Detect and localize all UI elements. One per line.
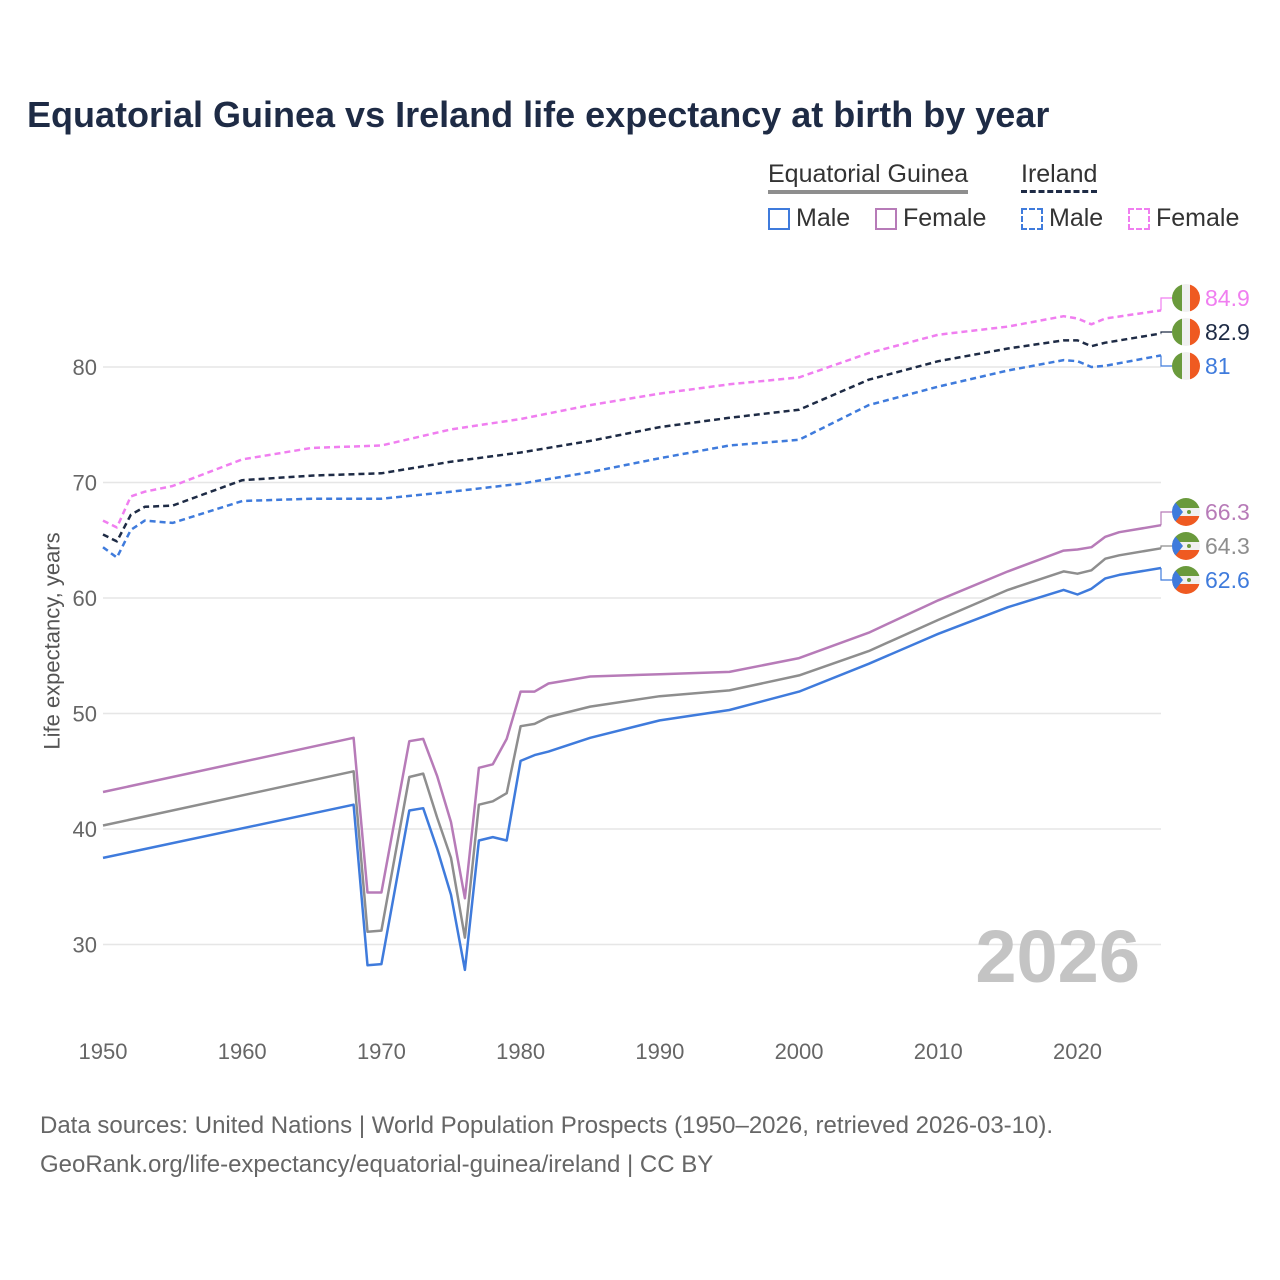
end-value-label: 81 [1205,353,1231,379]
series-line-ireland-total[interactable] [102,332,1162,543]
equatorial-guinea-flag-icon [1172,566,1200,594]
legend-swatch [1128,207,1150,230]
series-line-equatorial-guinea-female[interactable] [102,523,1162,900]
legend-label: Male [1049,204,1104,232]
footer: Data sources: United Nations | World Pop… [40,1106,1053,1184]
legend-group-equatorial-guinea: Equatorial Guinea [768,160,969,194]
x-tick-label: 2020 [1053,1039,1102,1064]
y-tick-label: 60 [73,586,97,611]
end-value-label: 84.9 [1205,285,1250,311]
end-value-label: 62.6 [1205,567,1250,593]
y-tick-label: 80 [73,355,97,380]
y-tick-label: 70 [73,471,97,496]
legend-swatch [875,207,897,230]
x-tick-label: 2000 [775,1039,824,1064]
series-line-ireland-female[interactable] [102,309,1162,529]
label-connector [1160,567,1172,581]
x-tick-label: 1980 [496,1039,545,1064]
label-connector [1160,297,1172,311]
y-tick-label: 40 [73,817,97,842]
end-value-label: 64.3 [1205,533,1250,559]
legend-label: Female [903,204,987,232]
label-connector [1160,355,1172,367]
x-tick-label: 2010 [914,1039,963,1064]
series-line-equatorial-guinea-male[interactable] [102,566,1162,972]
x-tick-label: 1960 [218,1039,267,1064]
y-tick-label: 50 [73,702,97,727]
legend-label: Male [796,204,851,232]
legend-swatch [1021,207,1043,230]
legend-label: Female [1156,204,1240,232]
legend-swatch [768,207,790,230]
series-line-equatorial-guinea-total[interactable] [102,547,1162,939]
label-connector [1160,545,1172,549]
x-tick-label: 1990 [635,1039,684,1064]
equatorial-guinea-flag-icon [1172,532,1200,560]
series-line-ireland-male[interactable] [102,354,1162,559]
source-note: Data sources: United Nations | World Pop… [40,1112,1054,1139]
label-connector [1160,511,1172,526]
legend-group-label: Ireland [1021,160,1098,188]
x-tick-label: 1950 [79,1039,128,1064]
legend-group-ireland: Ireland [1021,160,1098,193]
ireland-flag-icon [1172,318,1200,346]
y-tick-label: 30 [73,933,97,958]
legend-item-ireland-female[interactable]: Female [1128,204,1239,233]
x-tick-label: 1970 [357,1039,406,1064]
year-watermark: 2026 [975,915,1140,998]
ireland-flag-icon [1172,352,1200,380]
equatorial-guinea-flag-icon [1172,498,1200,526]
end-value-label: 82.9 [1205,319,1250,345]
legend-group-label: Equatorial Guinea [768,160,969,188]
chart-title: Equatorial Guinea vs Ireland life expect… [27,94,1050,135]
legend-item-eg-female[interactable]: Female [875,204,986,233]
legend-item-ireland-male[interactable]: Male [1021,204,1103,233]
end-value-label: 66.3 [1205,499,1250,525]
source-link[interactable]: GeoRank.org/life-expectancy/equatorial-g… [40,1151,714,1178]
legend-item-eg-male[interactable]: Male [768,204,850,233]
label-connector [1160,331,1172,334]
ireland-flag-icon [1172,284,1200,312]
